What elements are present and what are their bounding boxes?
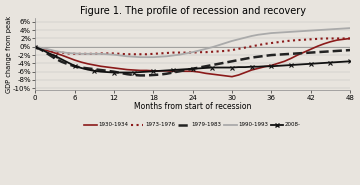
Y-axis label: GDP change from peak: GDP change from peak [5,16,12,93]
X-axis label: Months from start of recession: Months from start of recession [134,102,251,111]
Legend: 1930-1934, 1973-1976, 1979-1983, 1990-1993, 2008-: 1930-1934, 1973-1976, 1979-1983, 1990-19… [82,120,303,130]
Title: Figure 1. The profile of recession and recovery: Figure 1. The profile of recession and r… [80,6,306,16]
